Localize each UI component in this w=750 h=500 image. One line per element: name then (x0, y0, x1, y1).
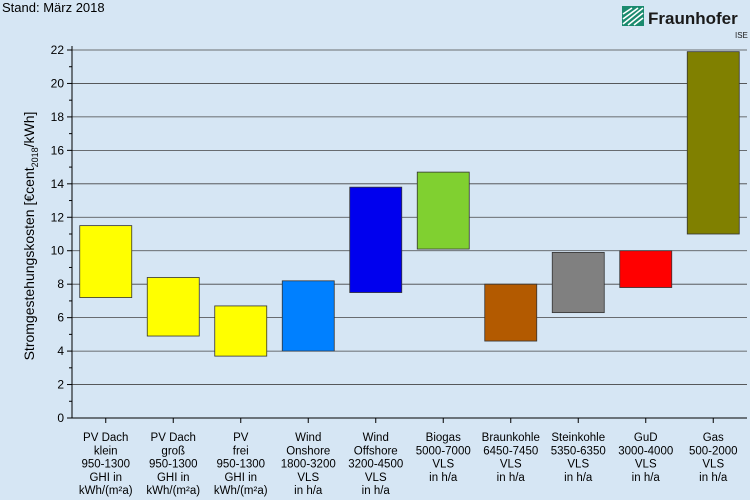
category-label-line: VLS (297, 472, 319, 484)
category-label: Braunkohle 6450-7450 VLS in h/a (482, 432, 540, 484)
fraunhofer-logo-icon (622, 6, 644, 26)
category-label-line: VLS (500, 459, 522, 471)
category-label-line: Offshore (354, 445, 398, 457)
category-label: Biogas 5000-7000 VLS in h/a (416, 432, 471, 484)
y-tick-label: 2 (57, 378, 64, 392)
category-label-line: kWh/(m²a) (79, 485, 133, 497)
category-label-line: 5000-7000 (416, 445, 471, 457)
category-label-line: 6450-7450 (483, 445, 538, 457)
category-label-line: 5350-6350 (551, 445, 606, 457)
logo-name: Fraunhofer (648, 9, 738, 28)
category-label-line: kWh/(m²a) (146, 485, 200, 497)
category-label: Wind Onshore 1800-3200 VLS in h/a (281, 432, 336, 497)
category-label-line: VLS (365, 472, 387, 484)
category-label: PV Dach groß 950-1300 GHI in kWh/(m²a) (146, 432, 200, 497)
y-tick-label: 22 (51, 43, 65, 57)
category-label-line: kWh/(m²a) (214, 485, 268, 497)
y-tick-labels: 0 2 4 6 8 10 12 14 16 18 20 22 (51, 43, 65, 425)
category-label-line: frei (233, 445, 249, 457)
y-tick-label: 10 (51, 244, 65, 258)
bar (349, 186, 403, 293)
bar (146, 277, 200, 337)
category-label-line: PV (233, 432, 249, 444)
category-label-line: in h/a (632, 472, 661, 484)
bar (484, 283, 538, 342)
x-category-labels: PV Dach klein 950-1300 GHI in kWh/(m²a)PV Da… (79, 432, 738, 497)
bar (281, 280, 335, 352)
category-label: Wind Offshore 3200-4500 VLS in h/a (348, 432, 403, 497)
y-tick-label: 12 (51, 210, 65, 224)
category-label: Steinkohle 5350-6350 VLS in h/a (551, 432, 606, 484)
y-axis-label: Stromgestehungskosten [€cent2018/kWh] (21, 112, 40, 361)
stand-label: Stand: März 2018 (2, 0, 105, 15)
category-label: GuD 3000-4000 VLS in h/a (618, 432, 673, 484)
category-label-line: 950-1300 (149, 459, 198, 471)
category-label-line: VLS (702, 459, 724, 471)
y-tick-label: 8 (57, 277, 64, 291)
category-label-line: Biogas (426, 432, 461, 444)
bar (79, 225, 133, 298)
category-label-line: VLS (635, 459, 657, 471)
y-tick-label: 16 (51, 143, 65, 157)
category-label-line: Onshore (286, 445, 330, 457)
grid (72, 49, 747, 419)
bar (686, 51, 740, 235)
category-label: PV frei 950-1300 GHI in kWh/(m²a) (214, 432, 268, 497)
category-label-line: in h/a (429, 472, 458, 484)
y-tick-label: 4 (57, 344, 64, 358)
category-label-line: klein (94, 445, 118, 457)
category-label-line: in h/a (294, 485, 323, 497)
bar (214, 305, 268, 357)
category-label: Gas 500-2000 VLS in h/a (689, 432, 738, 484)
y-tick-label: 18 (51, 110, 65, 124)
category-label-line: in h/a (564, 472, 593, 484)
y-axis-label-unit: /kWh] (21, 112, 37, 148)
category-label-line: Wind (363, 432, 389, 444)
y-axis-label-main: Stromgestehungskosten [€cent (21, 167, 37, 360)
y-tick-label: 6 (57, 311, 64, 325)
category-label-line: Steinkohle (551, 432, 605, 444)
axes (67, 46, 747, 423)
y-tick-label: 20 (51, 76, 65, 90)
y-tick-label: 0 (57, 411, 64, 425)
category-label-line: 950-1300 (81, 459, 130, 471)
category-label-line: PV Dach (151, 432, 196, 444)
category-label-line: Braunkohle (482, 432, 540, 444)
category-label-line: in h/a (362, 485, 391, 497)
bar (416, 171, 470, 250)
category-label-line: GHI in (89, 472, 122, 484)
category-label-line: GuD (634, 432, 658, 444)
bars (79, 51, 740, 357)
category-label-line: 1800-3200 (281, 459, 336, 471)
category-label-line: Wind (295, 432, 321, 444)
fraunhofer-logo: Fraunhofer ISE (622, 6, 748, 40)
category-label-line: 3200-4500 (348, 459, 403, 471)
category-label-line: 500-2000 (689, 445, 738, 457)
bar (551, 251, 605, 314)
category-label-line: 950-1300 (216, 459, 265, 471)
y-tick-label: 14 (51, 177, 65, 191)
category-label: PV Dach klein 950-1300 GHI in kWh/(m²a) (79, 432, 133, 497)
category-label-line: GHI in (157, 472, 190, 484)
category-label-line: in h/a (699, 472, 728, 484)
category-label-line: in h/a (497, 472, 526, 484)
logo-sub: ISE (735, 31, 748, 40)
bar (619, 250, 673, 288)
category-label-line: VLS (567, 459, 589, 471)
category-label-line: GHI in (224, 472, 257, 484)
category-label-line: Gas (703, 432, 724, 444)
category-label-line: VLS (432, 459, 454, 471)
category-label-line: groß (161, 445, 185, 457)
category-label-line: 3000-4000 (618, 445, 673, 457)
category-label-line: PV Dach (83, 432, 128, 444)
y-axis-label-sub: 2018 (30, 147, 40, 167)
